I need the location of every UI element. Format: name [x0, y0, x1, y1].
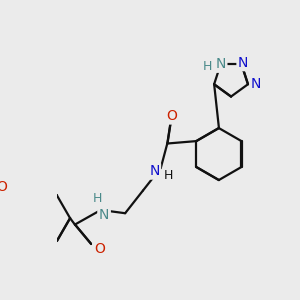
- Text: N: N: [251, 77, 261, 91]
- Text: O: O: [0, 180, 8, 194]
- Text: O: O: [167, 109, 178, 123]
- Text: N: N: [215, 57, 226, 71]
- Text: N: N: [238, 56, 248, 70]
- Text: N: N: [149, 164, 160, 178]
- Text: H: H: [164, 169, 174, 182]
- Text: O: O: [94, 242, 105, 256]
- Text: H: H: [93, 192, 102, 205]
- Text: N: N: [99, 208, 109, 222]
- Text: H: H: [203, 60, 212, 73]
